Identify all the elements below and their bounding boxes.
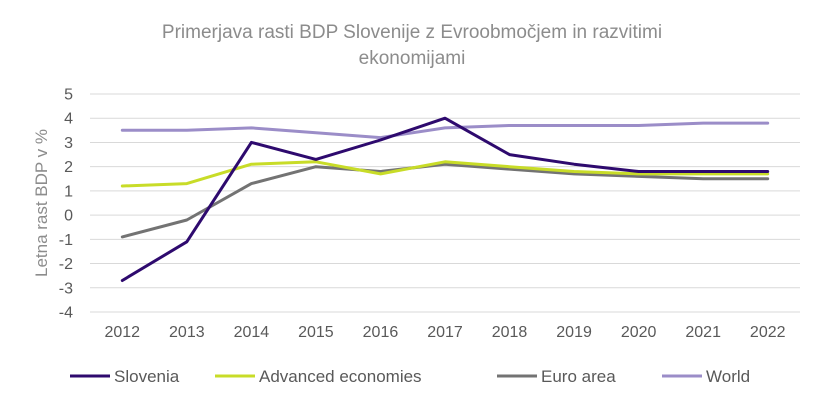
legend-label: Euro area — [541, 367, 616, 386]
x-tick-labels: 2012 2013 2014 2015 2016 2017 2018 2019 2020 2021… — [104, 324, 785, 341]
x-tick-label: 2020 — [621, 324, 657, 341]
y-tick-label: 3 — [64, 135, 73, 152]
x-tick-label: 2013 — [169, 324, 205, 341]
series-line-advanced-economies — [120, 160, 770, 188]
x-tick-label: 2019 — [556, 324, 592, 341]
y-tick-label: -3 — [59, 280, 73, 297]
y-tick-label: 5 — [64, 87, 73, 104]
y-tick-labels: 5 4 3 2 1 0 -1 -2 -3 -4 — [59, 87, 73, 322]
chart-title-line-2: ekonomijami — [359, 48, 466, 69]
x-tick-label: 2015 — [298, 324, 334, 341]
x-tick-label: 2014 — [234, 324, 270, 341]
x-tick-label: 2021 — [685, 324, 721, 341]
y-tick-label: -4 — [59, 305, 73, 322]
x-tick-label: 2012 — [104, 324, 140, 341]
grid-lines — [90, 93, 800, 313]
x-tick-label: 2018 — [492, 324, 528, 341]
y-axis-label: Letna rast BDP v % — [32, 129, 51, 277]
legend-label: Advanced economies — [259, 367, 422, 386]
legend-label: World — [706, 367, 750, 386]
x-tick-label: 2016 — [363, 324, 399, 341]
x-tick-label: 2022 — [750, 324, 786, 341]
x-tick-label: 2017 — [427, 324, 463, 341]
series-line-euro-area — [120, 162, 770, 239]
series-lines — [120, 116, 770, 282]
legend: Slovenia Advanced economies Euro area World — [70, 367, 750, 386]
y-tick-label: -1 — [59, 232, 73, 249]
y-tick-label: 2 — [64, 159, 73, 176]
y-tick-label: 1 — [64, 183, 73, 200]
y-tick-label: 0 — [64, 208, 73, 225]
y-tick-label: -2 — [59, 256, 73, 273]
y-tick-label: 4 — [64, 111, 73, 128]
series-line-slovenia — [120, 116, 770, 282]
chart-title-line-1: Primerjava rasti BDP Slovenije z Evroobm… — [162, 22, 662, 43]
legend-label: Slovenia — [114, 367, 180, 386]
series-line-world — [120, 121, 770, 140]
